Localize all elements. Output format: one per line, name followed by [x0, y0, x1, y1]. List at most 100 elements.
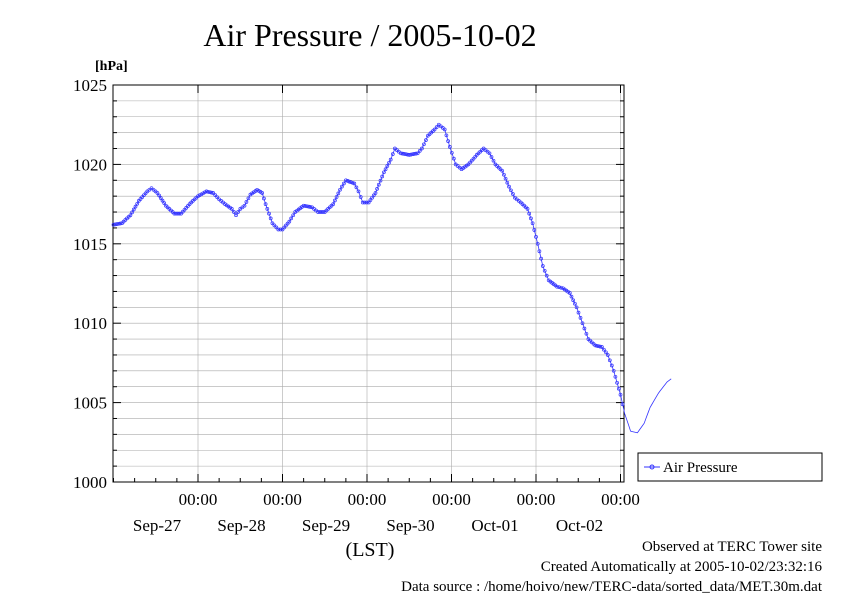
x-tick-date: Oct-01	[471, 516, 518, 535]
data-point	[370, 195, 374, 200]
data-point	[415, 151, 420, 156]
data-point	[211, 191, 216, 195]
data-point	[580, 321, 585, 326]
data-point	[451, 156, 456, 161]
data-point	[409, 152, 413, 157]
data-point	[422, 142, 426, 147]
data-point	[232, 210, 236, 214]
data-point	[368, 198, 373, 202]
data-point	[509, 188, 513, 193]
data-point	[242, 203, 247, 208]
data-point	[383, 167, 388, 172]
x-tick-time: 00:00	[348, 490, 387, 509]
data-point	[615, 380, 619, 385]
data-point	[334, 195, 339, 199]
data-point	[234, 213, 238, 218]
data-point	[356, 189, 361, 194]
data-point	[446, 139, 450, 143]
data-point	[174, 211, 178, 216]
legend-circle-marker	[649, 464, 655, 470]
y-tick-label: 1015	[73, 235, 107, 254]
data-point	[598, 344, 603, 349]
data-point	[567, 291, 572, 295]
data-point	[373, 191, 378, 195]
data-point	[539, 256, 543, 261]
data-point	[432, 127, 437, 132]
data-point	[336, 191, 341, 196]
data-point	[158, 196, 163, 200]
x-tick-time: 00:00	[517, 490, 556, 509]
data-point	[613, 374, 618, 379]
data-point	[319, 210, 324, 214]
data-point	[371, 193, 376, 198]
x-axis-ticks: 00:00Sep-2700:00Sep-2800:00Sep-2900:00Se…	[113, 85, 640, 535]
data-point	[540, 264, 545, 268]
data-point	[111, 222, 116, 227]
data-point	[345, 179, 350, 183]
data-point	[246, 196, 251, 201]
data-point	[618, 392, 623, 397]
data-point	[358, 195, 363, 199]
data-point	[611, 368, 616, 373]
x-tick-date: Sep-29	[302, 516, 350, 535]
data-point	[268, 216, 273, 221]
data-point	[135, 201, 140, 206]
data-point	[162, 201, 167, 205]
data-point	[511, 192, 515, 196]
data-point	[289, 216, 294, 221]
data-point	[402, 152, 407, 156]
data-point	[380, 174, 385, 179]
data-point	[362, 200, 367, 205]
y-tick-label: 1025	[73, 76, 107, 95]
data-point	[569, 294, 574, 299]
x-tick-time: 00:00	[179, 490, 218, 509]
data-point	[417, 149, 422, 153]
data-point	[333, 198, 337, 203]
data-point	[571, 298, 576, 303]
data-point	[404, 152, 408, 157]
data-point	[489, 155, 494, 159]
data-point	[267, 211, 271, 216]
data-point	[505, 180, 510, 185]
data-point	[449, 150, 454, 155]
data-point	[213, 193, 218, 197]
data-point	[354, 185, 359, 190]
y-tick-label: 1005	[73, 394, 107, 413]
data-point	[593, 343, 598, 348]
data-point	[420, 146, 424, 151]
data-point	[527, 211, 532, 216]
legend-box	[637, 452, 823, 482]
data-point	[609, 363, 614, 368]
data-point	[530, 221, 535, 226]
data-point	[172, 211, 177, 216]
data-point	[573, 301, 577, 306]
data-point	[260, 191, 265, 195]
data-point	[350, 180, 355, 185]
data-point	[578, 316, 583, 320]
y-axis-unit: [hPa]	[95, 59, 128, 74]
footer-data-source: Data source : /home/hoivo/new/TERC-data/…	[401, 579, 823, 595]
data-point	[412, 152, 417, 156]
data-point	[620, 402, 625, 407]
data-point	[215, 195, 220, 200]
data-point	[305, 204, 309, 209]
data-point	[390, 152, 395, 156]
y-tick-label: 1010	[73, 314, 107, 333]
data-point	[207, 190, 212, 195]
data-point	[278, 227, 283, 232]
data-point	[407, 153, 412, 157]
data-point	[375, 187, 379, 191]
data-point	[503, 176, 508, 181]
x-axis-label: (LST)	[346, 539, 395, 561]
data-point	[308, 205, 313, 209]
data-point	[525, 207, 530, 211]
data-point	[491, 158, 496, 163]
data-point	[388, 157, 393, 162]
data-point	[321, 210, 325, 214]
data-point	[529, 216, 533, 221]
data-point	[444, 133, 449, 138]
data-point	[364, 200, 369, 205]
data-point	[338, 187, 342, 192]
legend-label: Air Pressure	[663, 460, 738, 476]
data-point	[265, 207, 270, 211]
